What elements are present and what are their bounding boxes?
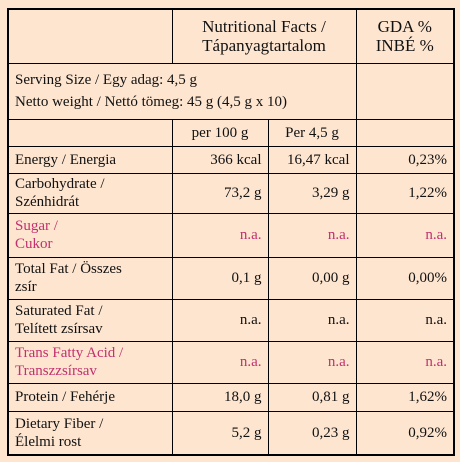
empty-cell <box>355 118 455 147</box>
name-line: Saturated Fat / <box>15 303 103 319</box>
nutrient-value: 18,0 g <box>171 382 269 412</box>
nutrient-value: 0,92% <box>355 410 455 456</box>
nutrient-value: n.a. <box>267 298 357 342</box>
serving-cell: Serving Size / Egy adag: 4,5 g Netto weig… <box>7 62 357 120</box>
nutrient-row: Protein / Fehérje 18,0 g 0,81 g 1,62% <box>7 382 455 412</box>
nutrient-value: 0,23 g <box>267 410 357 456</box>
name-line: Telített zsírsav <box>15 321 103 337</box>
nutrient-row: Dietary Fiber / Élelmi rost 5,2 g 0,23 g 0,9… <box>7 410 455 456</box>
name-line: Dietary Fiber / <box>15 415 104 432</box>
name-line: Energy / Energia <box>15 151 117 168</box>
nutrient-row: Carbohydrate / Szénhidrát 73,2 g 3,29 g 1,22… <box>7 172 455 214</box>
name-line: Trans Fatty Acid / <box>15 345 124 361</box>
empty-cell <box>7 8 173 64</box>
nutrient-row: Total Fat / Összes zsír 0,1 g 0,00 g 0,00% <box>7 256 455 300</box>
column-row: per 100 g Per 4,5 g <box>7 118 455 147</box>
nutrient-row: Saturated Fat / Telített zsírsav n.a. n.a. n… <box>7 298 455 342</box>
nutrient-name: Energy / Energia <box>7 145 173 174</box>
header-row: Nutritional Facts / Tápanyagtartalom GDA … <box>7 8 455 64</box>
nutrient-value: 366 kcal <box>171 145 269 174</box>
name-line: Transzzsírsav <box>15 363 97 379</box>
nutrient-value: 0,1 g <box>171 256 269 300</box>
nutrient-value: 16,47 kcal <box>267 145 357 174</box>
nutrient-name: Carbohydrate / Szénhidrát <box>7 172 173 214</box>
nutrient-value: n.a. <box>355 298 455 342</box>
title-cell: Nutritional Facts / Tápanyagtartalom <box>171 8 357 64</box>
nutrient-value: 3,29 g <box>267 172 357 214</box>
serving-line: Netto weight / Nettó tömeg: 45 g (4,5 g … <box>15 94 288 110</box>
nutrient-value: 1,62% <box>355 382 455 412</box>
gda-line: INBÉ % <box>375 36 434 56</box>
name-line: Cukor <box>15 236 53 252</box>
nutrient-value: n.a. <box>267 340 357 384</box>
nutrient-row: Trans Fatty Acid / Transzzsírsav n.a. n.a. n… <box>7 340 455 384</box>
nutrient-value: 0,00% <box>355 256 455 300</box>
nutrient-name: Total Fat / Összes zsír <box>7 256 173 300</box>
column-header: per 100 g <box>171 118 269 147</box>
nutrient-name: Protein / Fehérje <box>7 382 173 412</box>
empty-cell <box>7 118 173 147</box>
nutrition-table: Nutritional Facts / Tápanyagtartalom GDA … <box>7 8 455 456</box>
nutrient-name: Saturated Fat / Telített zsírsav <box>7 298 173 342</box>
gda-cell: GDA % INBÉ % <box>355 8 455 64</box>
nutrient-name: Sugar / Cukor <box>7 212 173 258</box>
column-header: Per 4,5 g <box>267 118 357 147</box>
nutrient-value: n.a. <box>355 340 455 384</box>
title-line: Nutritional Facts / <box>202 17 326 37</box>
name-line: Élelmi rost <box>15 433 82 450</box>
nutrient-value: n.a. <box>171 340 269 384</box>
nutrient-value: 73,2 g <box>171 172 269 214</box>
serving-row: Serving Size / Egy adag: 4,5 g Netto weig… <box>7 62 455 120</box>
nutrient-value: n.a. <box>171 298 269 342</box>
nutrient-value: 5,2 g <box>171 410 269 456</box>
nutrient-value: 1,22% <box>355 172 455 214</box>
name-line: Protein / Fehérje <box>15 389 115 405</box>
nutrient-value: 0,23% <box>355 145 455 174</box>
gda-line: GDA % <box>377 17 432 37</box>
nutrient-value: 0,00 g <box>267 256 357 300</box>
table-body: Nutritional Facts / Tápanyagtartalom GDA … <box>7 8 455 456</box>
title-line: Tápanyagtartalom <box>202 36 326 56</box>
nutrient-value: n.a. <box>355 212 455 258</box>
name-line: Carbohydrate / <box>15 176 105 192</box>
name-line: Szénhidrát <box>15 194 80 210</box>
nutrient-value: 0,81 g <box>267 382 357 412</box>
nutrient-row: Sugar / Cukor n.a. n.a. n.a. <box>7 212 455 258</box>
name-line: Sugar / <box>15 218 58 234</box>
nutrient-name: Dietary Fiber / Élelmi rost <box>7 410 173 456</box>
nutrient-row: Energy / Energia 366 kcal 16,47 kcal 0,23% <box>7 145 455 174</box>
serving-line: Serving Size / Egy adag: 4,5 g <box>15 72 198 88</box>
empty-cell <box>355 62 455 120</box>
nutrient-value: n.a. <box>171 212 269 258</box>
nutrient-value: n.a. <box>267 212 357 258</box>
nutrient-name: Trans Fatty Acid / Transzzsírsav <box>7 340 173 384</box>
name-line: zsír <box>15 279 37 295</box>
name-line: Total Fat / Összes <box>15 261 122 277</box>
